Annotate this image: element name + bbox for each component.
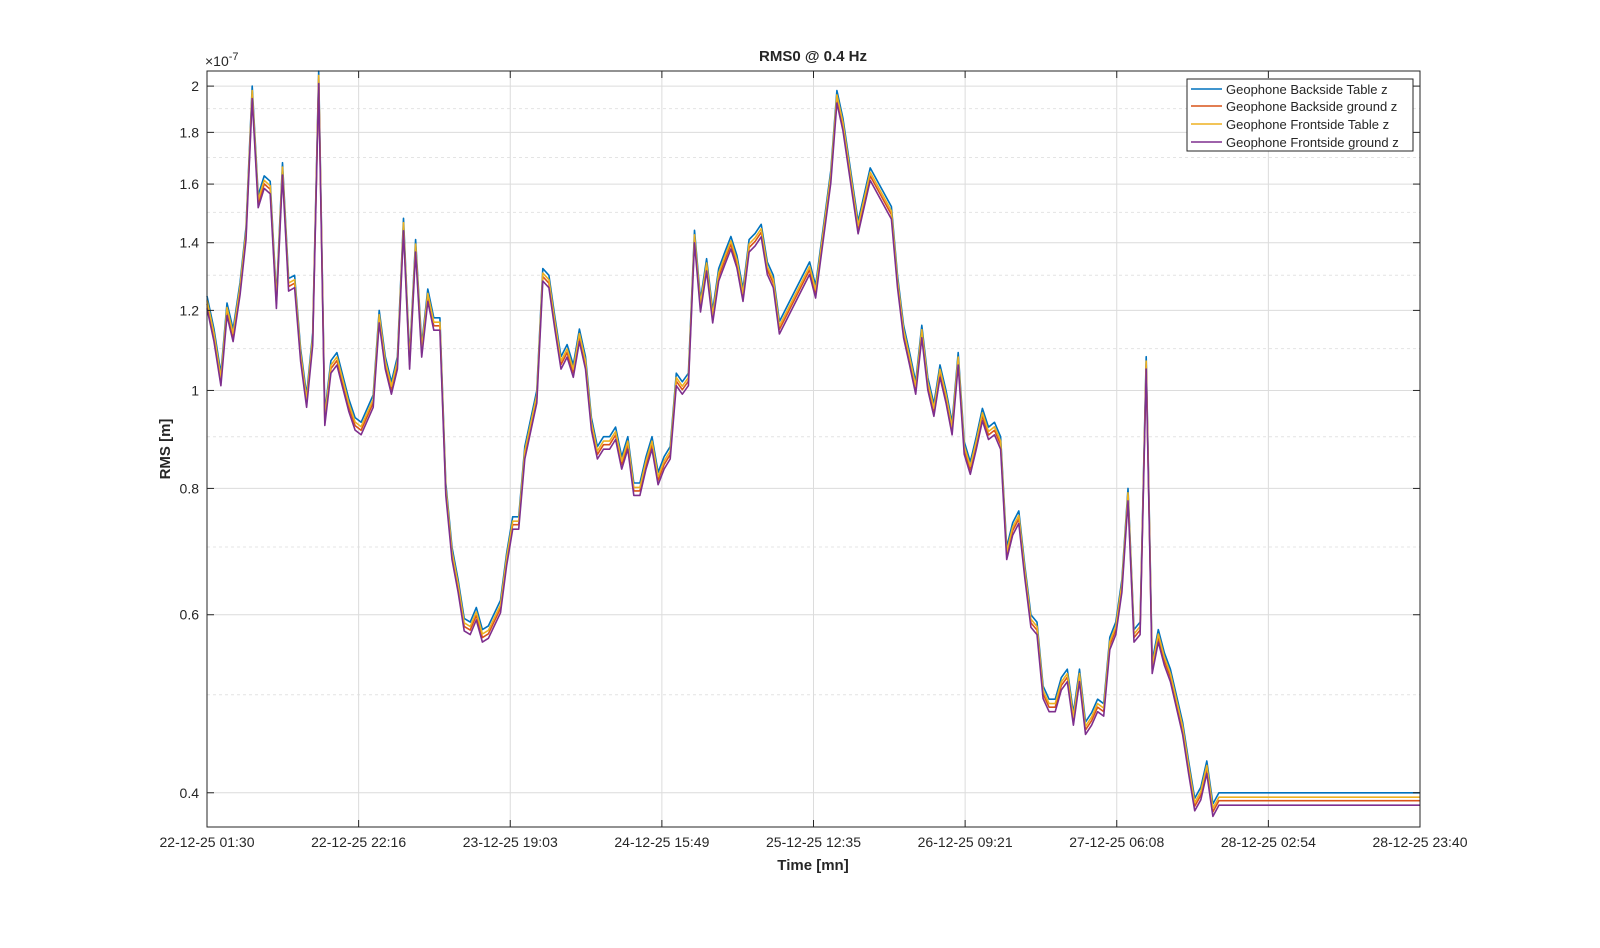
y-exponent-base: ×10 — [205, 53, 229, 69]
y-exponent-power: -7 — [229, 51, 239, 63]
x-tick-label: 23-12-25 19:03 — [463, 834, 558, 850]
legend-label-frontside-table: Geophone Frontside Table z — [1226, 117, 1389, 132]
series-line-frontside-ground — [206, 82, 1420, 818]
legend: Geophone Backside Table z Geophone Backs… — [1186, 78, 1414, 152]
chart-title: RMS0 @ 0.4 Hz — [759, 48, 867, 65]
y-tick-labels: 0.4 0.6 0.8 1 1.2 1.4 1.6 1.8 2 — [180, 78, 200, 801]
x-tick-label: 26-12-25 09:21 — [918, 834, 1013, 850]
y-axis-title: RMS [m] — [157, 419, 174, 480]
x-tick-labels: 22-12-25 01:30 22-12-25 22:16 23-12-25 19:… — [160, 834, 1468, 850]
legend-label-frontside-ground: Geophone Frontside ground z — [1226, 135, 1399, 150]
series-lines — [206, 70, 1420, 818]
y-tick-label: 2 — [191, 78, 199, 94]
y-tick-label: 1.2 — [180, 302, 200, 318]
legend-label-backside-table: Geophone Backside Table z — [1226, 82, 1388, 97]
x-axis-title: Time [mn] — [777, 857, 848, 874]
y-tick-label: 0.6 — [180, 607, 200, 623]
axis-ticks — [206, 71, 1421, 827]
x-tick-label: 28-12-25 02:54 — [1221, 834, 1316, 850]
x-tick-label: 24-12-25 15:49 — [614, 834, 709, 850]
legend-box — [1186, 78, 1414, 152]
y-tick-label: 0.8 — [180, 480, 200, 496]
y-tick-label: 1.6 — [180, 176, 200, 192]
y-exponent-label: ×10-7 — [205, 51, 239, 69]
y-tick-label: 1.8 — [180, 124, 200, 140]
y-tick-label: 1 — [191, 382, 199, 398]
x-tick-label: 25-12-25 12:35 — [766, 834, 861, 850]
x-tick-label: 28-12-25 23:40 — [1373, 834, 1468, 850]
x-tick-label: 22-12-25 01:30 — [160, 834, 255, 850]
y-tick-label: 0.4 — [180, 785, 200, 801]
x-tick-label: 22-12-25 22:16 — [311, 834, 406, 850]
legend-label-backside-ground: Geophone Backside ground z — [1226, 99, 1397, 114]
y-tick-label: 1.4 — [180, 235, 200, 251]
x-tick-label: 27-12-25 06:08 — [1069, 834, 1164, 850]
